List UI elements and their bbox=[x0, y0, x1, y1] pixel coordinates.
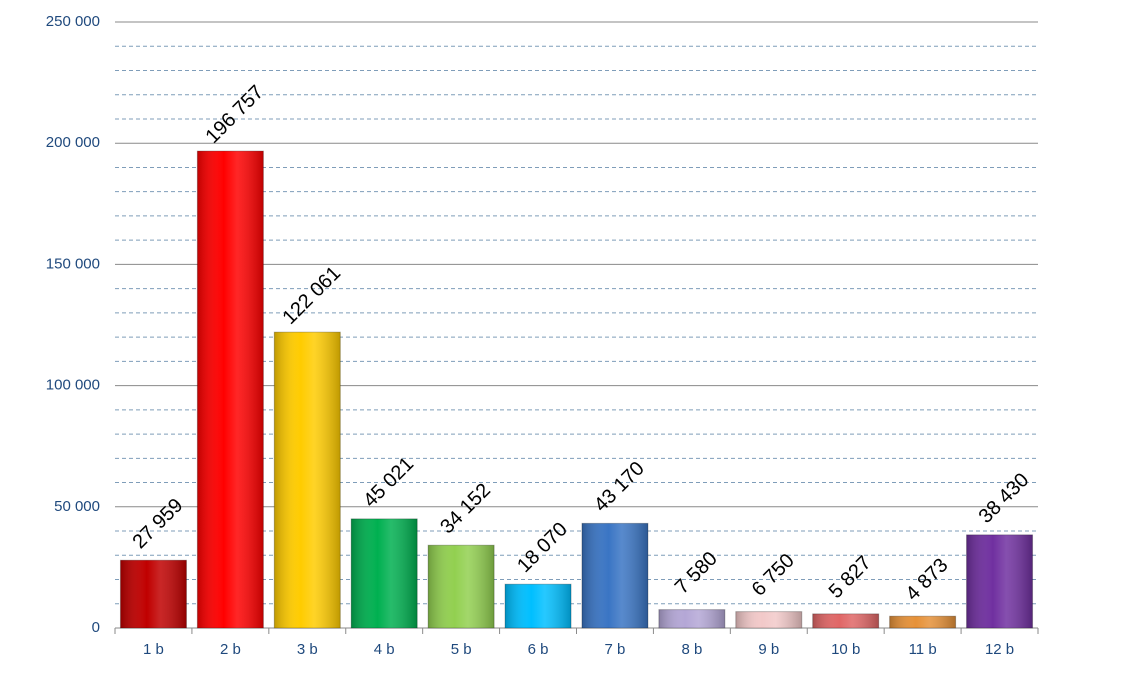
x-tick-label: 3 b bbox=[297, 641, 318, 658]
bar-shade bbox=[274, 332, 341, 628]
value-label: 122 061 bbox=[278, 262, 345, 329]
value-label: 6 750 bbox=[748, 550, 799, 601]
y-tick-label: 200 000 bbox=[46, 134, 100, 151]
x-tick-label: 9 b bbox=[758, 641, 779, 658]
bar-shade bbox=[505, 584, 572, 628]
value-label: 34 152 bbox=[436, 479, 495, 538]
bar-shade bbox=[197, 151, 264, 628]
bar-shade bbox=[889, 616, 956, 628]
x-tick-label: 1 b bbox=[143, 641, 164, 658]
bar-shade bbox=[735, 611, 802, 628]
bar-shade bbox=[581, 523, 648, 628]
value-label: 18 070 bbox=[513, 518, 572, 577]
bar-shade bbox=[966, 534, 1033, 628]
x-tick-label: 8 b bbox=[681, 641, 702, 658]
value-label: 5 827 bbox=[825, 552, 876, 603]
x-tick-label: 12 b bbox=[985, 641, 1014, 658]
y-tick-label: 100 000 bbox=[46, 377, 100, 394]
x-tick-label: 7 b bbox=[605, 641, 626, 658]
value-label: 43 170 bbox=[590, 457, 649, 516]
y-tick-label: 250 000 bbox=[46, 13, 100, 30]
x-tick-label: 5 b bbox=[451, 641, 472, 658]
bar-shade bbox=[351, 518, 418, 628]
value-label: 38 430 bbox=[975, 469, 1034, 528]
y-tick-label: 50 000 bbox=[54, 498, 100, 515]
bar-shade bbox=[428, 545, 495, 628]
bar-shade bbox=[658, 609, 725, 628]
x-tick-label: 11 b bbox=[909, 641, 937, 658]
y-tick-label: 150 000 bbox=[46, 255, 100, 272]
x-tick-label: 2 b bbox=[220, 641, 241, 658]
x-tick-label: 6 b bbox=[528, 641, 549, 658]
value-label: 196 757 bbox=[202, 81, 269, 148]
x-tick-label: 10 b bbox=[831, 641, 860, 658]
bar-shade bbox=[812, 613, 879, 628]
bar-shade bbox=[120, 560, 187, 628]
y-tick-label: 0 bbox=[92, 619, 100, 636]
value-label: 27 959 bbox=[129, 494, 188, 553]
x-tick-label: 4 b bbox=[374, 641, 395, 658]
